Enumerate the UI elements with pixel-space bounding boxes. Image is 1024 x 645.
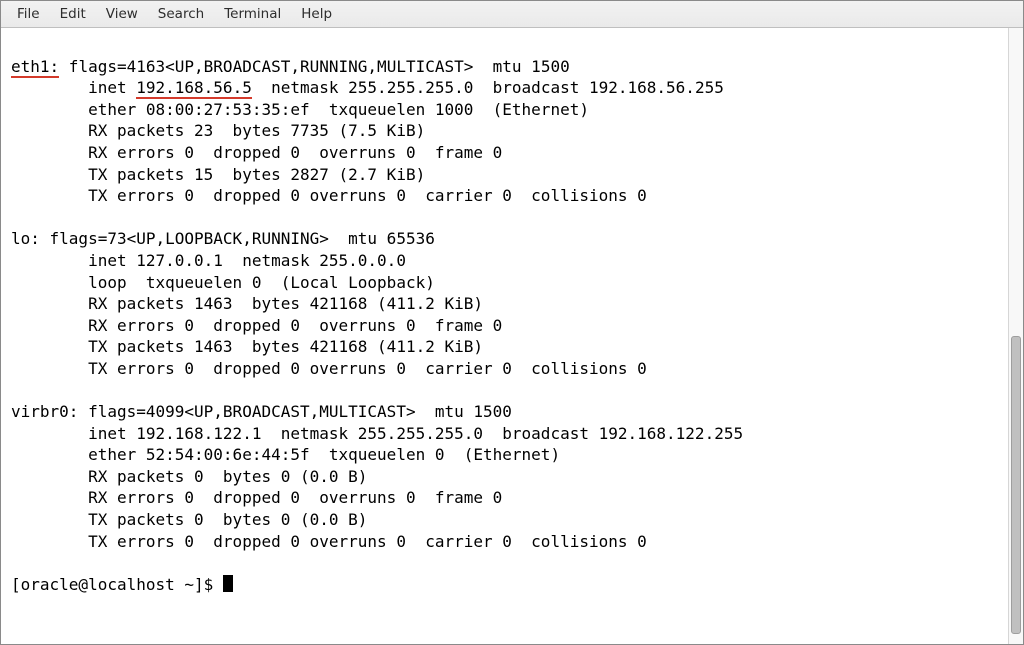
menu-search[interactable]: Search: [148, 3, 214, 25]
output-line: RX packets 23 bytes 7735 (7.5 KiB): [11, 121, 425, 140]
scrollbar-thumb[interactable]: [1011, 336, 1021, 634]
output-line: RX errors 0 dropped 0 overruns 0 frame 0: [11, 143, 502, 162]
menu-help[interactable]: Help: [291, 3, 342, 25]
menu-terminal[interactable]: Terminal: [214, 3, 291, 25]
output-line: eth1: flags=4163<UP,BROADCAST,RUNNING,MU…: [11, 57, 570, 78]
output-line: TX errors 0 dropped 0 overruns 0 carrier…: [11, 186, 647, 205]
output-line: loop txqueuelen 0 (Local Loopback): [11, 273, 435, 292]
menu-file[interactable]: File: [7, 3, 50, 25]
prompt-text: [oracle@localhost ~]$: [11, 575, 223, 594]
output-line: virbr0: flags=4099<UP,BROADCAST,MULTICAS…: [11, 402, 512, 421]
menubar: File Edit View Search Terminal Help: [1, 1, 1023, 28]
output-line: TX errors 0 dropped 0 overruns 0 carrier…: [11, 532, 647, 551]
output-text: netmask 255.255.255.0 broadcast 192.168.…: [252, 78, 724, 97]
cursor-icon: [223, 575, 233, 592]
vertical-scrollbar[interactable]: [1008, 28, 1023, 644]
output-text: inet: [11, 78, 136, 97]
output-line: RX packets 0 bytes 0 (0.0 B): [11, 467, 367, 486]
output-line: RX errors 0 dropped 0 overruns 0 frame 0: [11, 316, 502, 335]
terminal-output[interactable]: eth1: flags=4163<UP,BROADCAST,RUNNING,MU…: [1, 28, 1008, 644]
output-text: flags=4163<UP,BROADCAST,RUNNING,MULTICAS…: [59, 57, 570, 76]
output-line: ether 08:00:27:53:35:ef txqueuelen 1000 …: [11, 100, 589, 119]
output-line: ether 52:54:00:6e:44:5f txqueuelen 0 (Et…: [11, 445, 560, 464]
output-line: RX packets 1463 bytes 421168 (411.2 KiB): [11, 294, 483, 313]
output-line: inet 127.0.0.1 netmask 255.0.0.0: [11, 251, 406, 270]
output-line: TX packets 15 bytes 2827 (2.7 KiB): [11, 165, 425, 184]
output-line: TX packets 0 bytes 0 (0.0 B): [11, 510, 367, 529]
eth1-ip-address: 192.168.56.5: [136, 78, 252, 99]
shell-prompt[interactable]: [oracle@localhost ~]$: [11, 575, 233, 594]
output-line: TX packets 1463 bytes 421168 (411.2 KiB): [11, 337, 483, 356]
eth1-interface-name: eth1:: [11, 57, 59, 78]
output-line: TX errors 0 dropped 0 overruns 0 carrier…: [11, 359, 647, 378]
output-line: inet 192.168.56.5 netmask 255.255.255.0 …: [11, 78, 724, 99]
terminal-window: File Edit View Search Terminal Help eth1…: [0, 0, 1024, 645]
menu-edit[interactable]: Edit: [50, 3, 96, 25]
terminal-area-wrap: eth1: flags=4163<UP,BROADCAST,RUNNING,MU…: [1, 28, 1023, 644]
output-line: RX errors 0 dropped 0 overruns 0 frame 0: [11, 488, 502, 507]
output-line: lo: flags=73<UP,LOOPBACK,RUNNING> mtu 65…: [11, 229, 435, 248]
menu-view[interactable]: View: [96, 3, 148, 25]
output-line: inet 192.168.122.1 netmask 255.255.255.0…: [11, 424, 743, 443]
